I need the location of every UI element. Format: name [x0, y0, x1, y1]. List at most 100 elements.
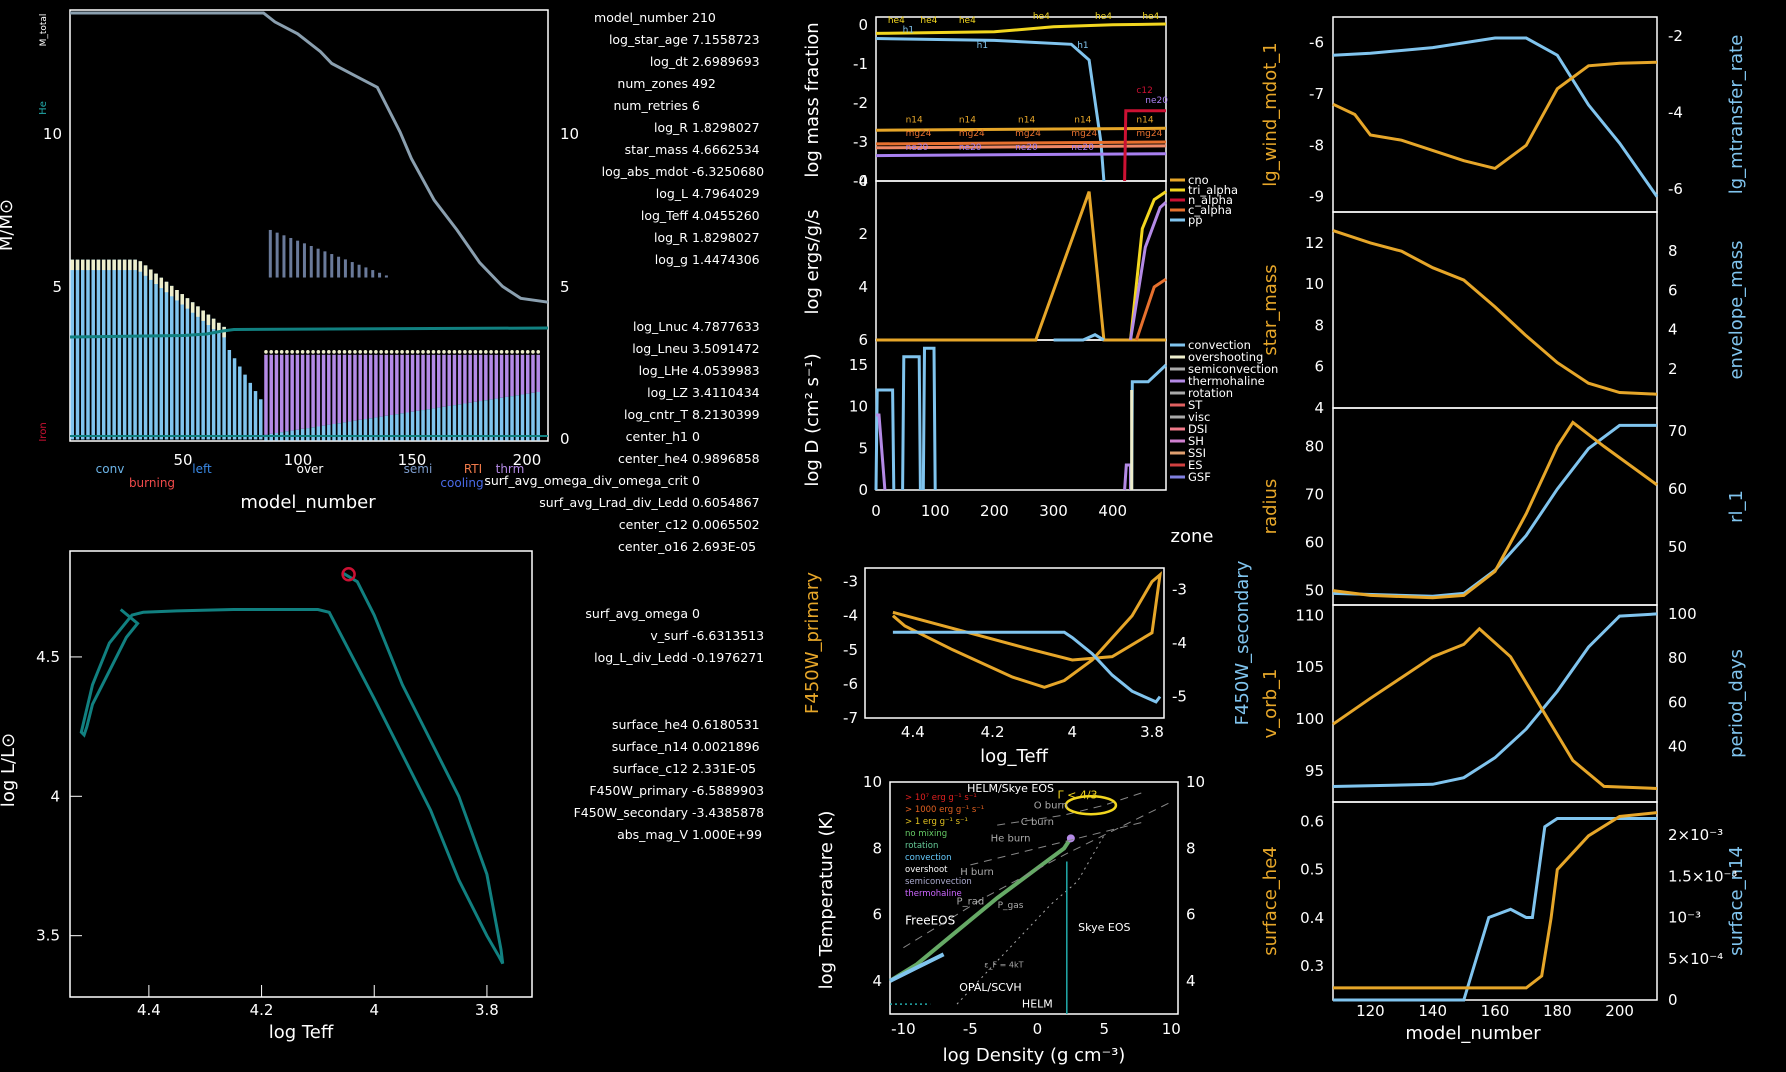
hr-current-point — [341, 567, 356, 582]
mags-ylabel-right: F450W_secondary — [1232, 560, 1253, 725]
kip-ytick-r-10: 10 — [560, 125, 579, 143]
kip-burn-dot — [463, 350, 467, 354]
mixing-legend-label: GSF — [1188, 470, 1211, 484]
mags-ytick-left: -6 — [843, 675, 858, 693]
kip-burn-dot — [347, 350, 352, 354]
power-lines — [876, 190, 1168, 342]
hr-ytick: 3.5 — [36, 927, 60, 945]
history-left-label-1: star_mass — [1260, 264, 1281, 355]
info-label-17: center_h1 — [626, 429, 688, 444]
history-left-tick: 105 — [1295, 658, 1324, 676]
kip-burn-dot — [473, 350, 478, 354]
abundance-line-mg24 — [875, 140, 1167, 146]
kip-burn-dot — [484, 350, 488, 354]
trho-ytick-right: 4 — [1186, 972, 1196, 990]
trho-legend-item: convection — [905, 853, 951, 863]
abundance-label-he4: he4 — [1142, 12, 1159, 22]
trho-region-label: HELM/Skye EOS — [967, 782, 1054, 795]
trho-burn-line — [997, 791, 1145, 826]
kip-burn-dot — [342, 350, 347, 354]
kip-burn-dot — [358, 350, 363, 354]
info-value-6: 4.6662534 — [692, 142, 760, 157]
history-right-line-lg_mtransfer_rate — [1332, 36, 1659, 198]
history-right-label-1: envelope_mass — [1726, 240, 1747, 379]
history-right-tick: 4 — [1668, 321, 1678, 339]
history-right-tick: 60 — [1668, 693, 1687, 711]
trho-region-label: OPAL/SCVH — [959, 981, 1021, 994]
info-value-20: 0.6054867 — [692, 495, 760, 510]
history-left-label-3: v_orb_1 — [1260, 669, 1281, 739]
kip-ytick-10: 10 — [43, 125, 62, 143]
trho-ytick-right: 6 — [1186, 906, 1196, 924]
power-legend-label: tri_alpha — [1188, 183, 1238, 197]
abundance-label-mg24: mg24 — [959, 129, 985, 139]
abundance-label-n14: n14 — [1018, 115, 1035, 125]
mags-xtick: 3.8 — [1140, 723, 1164, 741]
power-ytick: 6 — [858, 331, 868, 349]
info-value-18: 0.9896858 — [692, 451, 760, 466]
trho-ytick: 4 — [872, 972, 882, 990]
kip-burn-dot — [384, 350, 389, 354]
trho-ytick: 8 — [872, 839, 882, 857]
trho-profile — [888, 837, 1073, 983]
abundance-line-other — [875, 144, 1167, 150]
history-left-tick: 95 — [1305, 762, 1324, 780]
zone-xtick: 200 — [980, 502, 1009, 520]
kip-burn-dot — [510, 350, 514, 354]
info-label-15: log_LZ — [647, 385, 688, 400]
kip-burn-dot — [327, 350, 331, 354]
info-value-29: -6.5889903 — [692, 783, 764, 798]
info-label-27: surface_n14 — [612, 739, 688, 754]
mags-xtick: 4 — [1068, 723, 1078, 741]
hr-xtick: 4 — [369, 1001, 379, 1019]
kippenhahn-frame — [69, 9, 549, 442]
hr-ticks: 4.4 4.2 4 3.8 3.5 4 4.5 — [36, 648, 499, 1019]
trho-xtick: 0 — [1033, 1020, 1043, 1038]
trho-region-label: P_gas — [998, 901, 1024, 911]
info-label-20: surf_avg_Lrad_div_Ledd — [539, 495, 688, 510]
mixing-legend-label: SSI — [1188, 446, 1206, 460]
history-left-tick: 0.6 — [1300, 812, 1324, 830]
abundance-line-ne20 — [875, 152, 1167, 158]
trho-xtick: -10 — [891, 1020, 916, 1038]
trho-region-label: ε_F = 4kT — [984, 961, 1023, 970]
kip-burn-dot — [478, 350, 483, 354]
hr-xtick: 4.2 — [250, 1001, 274, 1019]
info-label-21: center_c12 — [619, 517, 688, 532]
info-value-4: 6 — [692, 98, 700, 113]
hr-xtick: 3.8 — [475, 1001, 499, 1019]
trho-ticks: -10 -5 0 5 10 4 4 6 6 8 8 10 10 — [863, 773, 1205, 1038]
info-value-0: 210 — [692, 10, 716, 25]
hr-xtick: 4.4 — [137, 1001, 161, 1019]
abundance-label-ne20: ne20 — [959, 143, 982, 153]
zone-xtick: 0 — [871, 502, 881, 520]
kip-burn-dot — [368, 350, 373, 354]
mags-xlabel: log_Teff — [980, 746, 1048, 767]
trho-region-label: FreeEOS — [905, 914, 955, 928]
info-label-31: abs_mag_V — [617, 827, 688, 842]
kip-ytick-r-0: 0 — [560, 430, 570, 448]
info-value-9: 4.0455260 — [692, 208, 760, 223]
info-label-18: center_he4 — [618, 451, 688, 466]
mags-ytick-right: -3 — [1172, 580, 1187, 598]
abundance-label-h1: h1 — [977, 41, 988, 51]
history-left-label-2: radius — [1260, 479, 1281, 535]
mixing-ytick: 15 — [849, 356, 868, 374]
abundance-label-ne20: ne20 — [1145, 96, 1168, 106]
kip-ytick-5: 5 — [52, 278, 62, 296]
mags-ytick-left: -7 — [843, 709, 858, 727]
abundance-label-mg24: mg24 — [1136, 129, 1162, 139]
mags-xtick: 4.4 — [901, 723, 925, 741]
info-label-9: log_Teff — [641, 208, 689, 223]
kip-burn-dot — [363, 350, 368, 354]
power-line-cno — [876, 191, 1166, 342]
abundance-label-n14: n14 — [1136, 115, 1153, 125]
abundance-label-c12: c12 — [1136, 86, 1152, 96]
mags-ylabel-left: F450W_primary — [802, 572, 823, 714]
trho-region-label: HELM — [1022, 997, 1053, 1010]
history-right-tick: 80 — [1668, 649, 1687, 667]
